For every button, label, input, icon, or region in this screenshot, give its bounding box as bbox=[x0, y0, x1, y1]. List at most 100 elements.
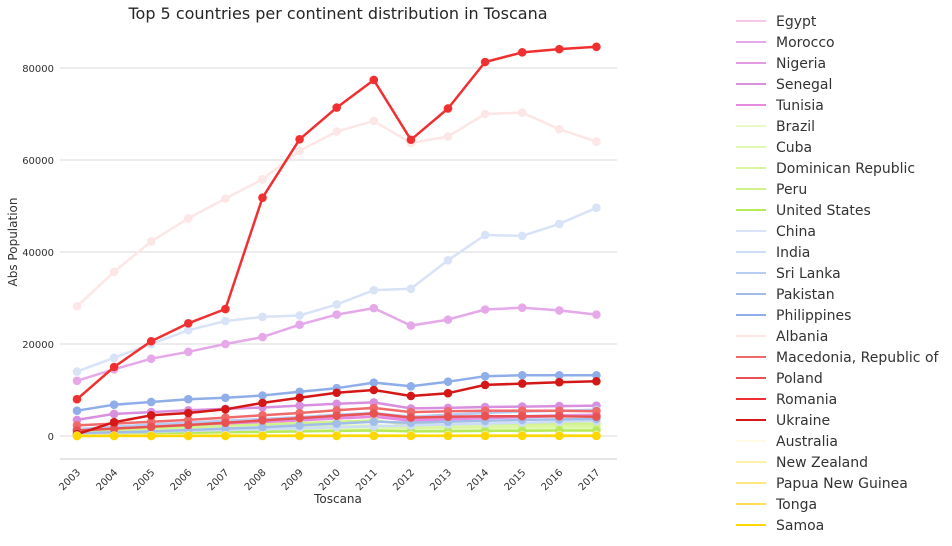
data-point bbox=[184, 408, 193, 418]
y-tick-label: 20000 bbox=[22, 340, 54, 351]
data-point bbox=[109, 353, 119, 363]
x-tick-label: 2009 bbox=[280, 467, 306, 493]
data-point bbox=[72, 394, 82, 404]
series-albania bbox=[72, 108, 601, 311]
data-point bbox=[555, 411, 564, 421]
data-point bbox=[109, 417, 119, 427]
data-point bbox=[369, 417, 379, 427]
data-point bbox=[295, 146, 304, 156]
series-line bbox=[76, 45, 597, 401]
legend-item: Senegal bbox=[736, 77, 832, 93]
legend-label: Egypt bbox=[776, 14, 817, 30]
legend-item: Samoa bbox=[736, 518, 824, 534]
data-point bbox=[480, 380, 490, 390]
data-point bbox=[72, 367, 82, 376]
x-tick-label: 2008 bbox=[243, 467, 269, 493]
legend-label: Romania bbox=[776, 392, 837, 408]
legend-label: New Zealand bbox=[776, 455, 868, 471]
data-point bbox=[72, 406, 82, 416]
y-tick-label: 40000 bbox=[22, 248, 54, 259]
data-point bbox=[369, 431, 379, 441]
data-point bbox=[258, 422, 267, 432]
legend-item: Albania bbox=[736, 329, 828, 345]
data-point bbox=[72, 376, 82, 386]
data-point bbox=[555, 431, 564, 441]
data-point bbox=[443, 104, 453, 113]
y-tick-label: 0 bbox=[48, 432, 54, 443]
x-tick-label: 2006 bbox=[169, 467, 195, 493]
legend-item: Australia bbox=[736, 434, 838, 450]
x-tick-label: 2013 bbox=[428, 467, 454, 493]
data-point bbox=[184, 319, 193, 328]
x-tick-label: 2004 bbox=[94, 467, 120, 493]
legend-label: Papua New Guinea bbox=[776, 476, 908, 492]
legend: Egypt Morocco Nigeria Senegal Tunisia Brazil C… bbox=[736, 14, 940, 534]
data-point bbox=[221, 405, 230, 414]
data-point bbox=[369, 409, 379, 418]
data-point bbox=[517, 431, 527, 441]
legend-label: Cuba bbox=[776, 140, 812, 156]
data-point bbox=[258, 416, 267, 425]
data-point bbox=[258, 391, 267, 400]
data-point bbox=[221, 418, 230, 427]
data-point bbox=[555, 370, 564, 380]
series-china bbox=[72, 203, 601, 376]
data-point bbox=[146, 431, 156, 441]
data-point bbox=[221, 431, 230, 441]
legend-item: Nigeria bbox=[736, 56, 826, 72]
legend-item: Romania bbox=[736, 392, 837, 408]
y-tick-label: 80000 bbox=[22, 64, 54, 75]
data-point bbox=[555, 219, 564, 229]
data-point bbox=[109, 409, 119, 419]
data-point bbox=[592, 412, 601, 421]
data-point bbox=[517, 370, 527, 380]
data-point bbox=[443, 315, 453, 324]
legend-label: Australia bbox=[776, 434, 838, 450]
chart-title: Top 5 countries per continent distributi… bbox=[127, 4, 547, 23]
data-point bbox=[369, 378, 379, 387]
data-point bbox=[332, 127, 342, 136]
data-point bbox=[109, 400, 119, 410]
y-tick-label: 60000 bbox=[22, 156, 54, 167]
legend-item: United States bbox=[736, 203, 871, 219]
legend-item: Peru bbox=[736, 182, 807, 198]
data-point bbox=[443, 377, 453, 387]
data-point bbox=[146, 411, 156, 420]
data-point bbox=[332, 419, 342, 428]
data-point bbox=[184, 420, 193, 430]
data-point bbox=[592, 137, 601, 146]
legend-item: Brazil bbox=[736, 119, 815, 135]
data-point bbox=[258, 332, 267, 342]
legend-label: Samoa bbox=[776, 518, 824, 534]
gridlines bbox=[60, 67, 617, 437]
data-point bbox=[480, 230, 490, 240]
data-point bbox=[295, 413, 304, 423]
legend-item: Tonga bbox=[736, 497, 817, 513]
data-point bbox=[221, 194, 230, 203]
legend-label: Macedonia, Republic of bbox=[776, 350, 940, 366]
data-point bbox=[555, 306, 564, 315]
data-point bbox=[258, 431, 267, 441]
x-tick-label: 2016 bbox=[540, 467, 566, 493]
data-point bbox=[406, 382, 416, 391]
legend-label: Dominican Republic bbox=[776, 161, 915, 177]
legend-label: India bbox=[776, 245, 810, 261]
legend-item: India bbox=[736, 245, 810, 261]
data-point bbox=[517, 411, 527, 421]
legend-item: Tunisia bbox=[736, 98, 824, 114]
legend-label: China bbox=[776, 224, 816, 240]
x-tick-label: 2003 bbox=[57, 467, 83, 493]
x-tick-label: 2017 bbox=[577, 467, 603, 493]
data-point bbox=[406, 391, 416, 401]
data-point bbox=[109, 424, 119, 433]
data-point bbox=[146, 336, 156, 346]
y-axis-label: Abs Population bbox=[6, 198, 20, 287]
data-point bbox=[592, 203, 601, 213]
legend-label: Albania bbox=[776, 329, 828, 345]
x-tick-label: 2010 bbox=[317, 467, 343, 493]
data-point bbox=[369, 116, 379, 126]
x-tick-label: 2014 bbox=[465, 467, 491, 493]
data-point bbox=[517, 108, 527, 117]
legend-item: Egypt bbox=[736, 14, 817, 30]
